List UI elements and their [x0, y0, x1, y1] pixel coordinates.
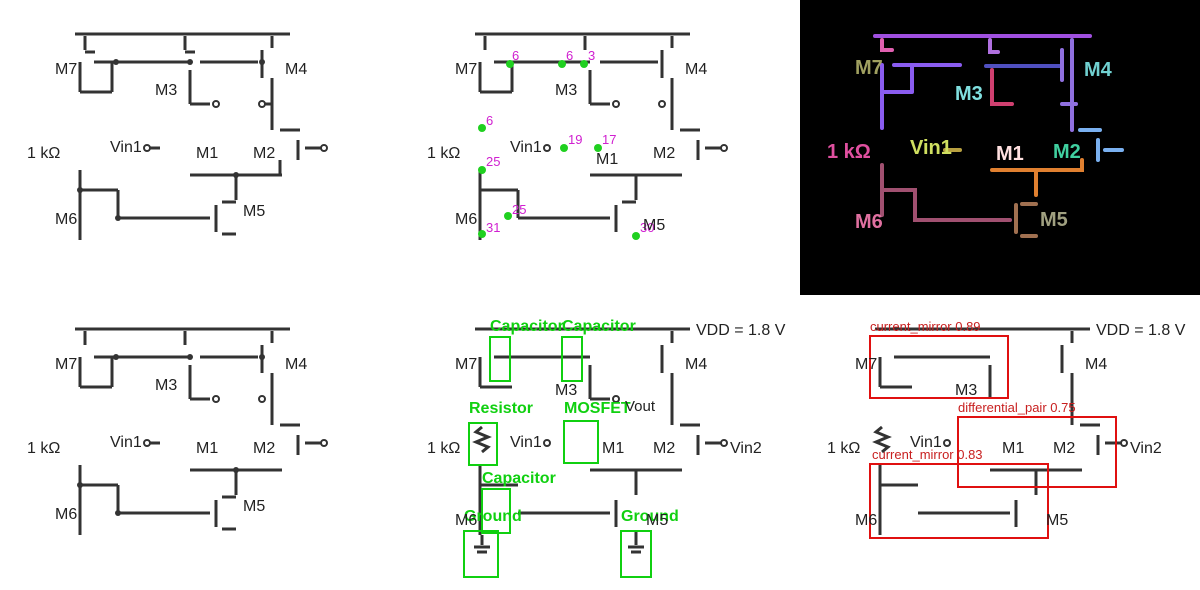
label-vin1: Vin1 [110, 139, 142, 156]
label-m7: M7 [855, 356, 877, 373]
schematic-original-copy: M7 M3 M4 M1 M2 1 kΩ Vin1 M6 M5 [27, 327, 328, 535]
subcircuit-label-differential-pair: differential_pair 0.75 [958, 400, 1076, 415]
label-resistor: 1 kΩ [27, 145, 60, 162]
label-m2: M2 [653, 440, 675, 457]
node-number: 31 [486, 220, 500, 235]
node-number: 17 [602, 132, 616, 147]
detection-label-resistor: Resistor [469, 400, 533, 417]
panel-node-numbering: 6 6 3 6 19 17 25 25 31 30 M7 M3 M4 M1 M2… [400, 0, 800, 295]
mask-label-m6: M6 [855, 211, 883, 233]
label-m3: M3 [555, 82, 577, 99]
label-m5: M5 [243, 203, 265, 220]
label-m4: M4 [285, 61, 307, 78]
node-number: 6 [486, 113, 493, 128]
label-m4: M4 [685, 61, 707, 78]
label-m5: M5 [243, 498, 265, 515]
node-number: 6 [512, 48, 519, 63]
label-m2: M2 [1053, 440, 1075, 457]
label-m3: M3 [155, 82, 177, 99]
panel-original-schematic: M7 M3 M4 M1 M2 1 kΩ Vin1 M6 M5 [0, 0, 400, 295]
label-m2: M2 [653, 145, 675, 162]
label-m3: M3 [555, 382, 577, 399]
label-vdd: VDD = 1.8 V [1096, 322, 1186, 339]
mask-label-m4: M4 [1084, 59, 1113, 81]
panel-segmentation-mask: M7 M3 M4 M1 M2 1 kΩ Vin1 M6 M5 [800, 0, 1200, 295]
label-m6: M6 [455, 211, 477, 228]
label-vin1: Vin1 [510, 434, 542, 451]
detection-label-mosfet: MOSFET [564, 400, 631, 417]
label-m6: M6 [55, 506, 77, 523]
label-vin1: Vin1 [110, 434, 142, 451]
label-vdd: VDD = 1.8 V [696, 322, 786, 339]
label-m2: M2 [253, 145, 275, 162]
node-number: 6 [566, 48, 573, 63]
panel-component-detection: Capacitor Capacitor Resistor MOSFET Capa… [400, 295, 800, 590]
label-m6: M6 [455, 512, 477, 529]
label-m3: M3 [155, 377, 177, 394]
label-m2: M2 [253, 440, 275, 457]
label-resistor: 1 kΩ [427, 145, 460, 162]
detection-label-capacitor: Capacitor [562, 318, 636, 335]
detection-label-ground: Ground [464, 508, 522, 525]
label-m5: M5 [646, 512, 668, 529]
panel-original-schematic-copy: M7 M3 M4 M1 M2 1 kΩ Vin1 M6 M5 [0, 295, 400, 590]
label-m6: M6 [855, 512, 877, 529]
subcircuit-label-current-mirror: current_mirror 0.83 [872, 447, 983, 462]
mask-label-m7: M7 [855, 57, 883, 79]
label-m1: M1 [602, 440, 624, 457]
label-m7: M7 [55, 61, 77, 78]
label-m1: M1 [196, 145, 218, 162]
label-m6: M6 [55, 211, 77, 228]
label-vin2: Vin2 [730, 440, 762, 457]
detection-label-ground: Ground [621, 508, 679, 525]
node-number: 3 [588, 48, 595, 63]
mask-label-m5: M5 [1040, 209, 1068, 231]
mask-label-m2: M2 [1053, 141, 1081, 163]
label-vin1: Vin1 [910, 434, 942, 451]
label-m4: M4 [1085, 356, 1107, 373]
schematic-subcircuits: current_mirror 0.89 differential_pair 0.… [827, 319, 1186, 539]
label-m4: M4 [685, 356, 707, 373]
schematic-original: M7 M3 M4 M1 M2 1 kΩ Vin1 M6 M5 [27, 32, 328, 240]
detection-label-capacitor: Capacitor [482, 470, 556, 487]
label-m5: M5 [643, 217, 665, 234]
node-number: 25 [486, 154, 500, 169]
label-m7: M7 [55, 356, 77, 373]
node-number: 25 [512, 202, 526, 217]
panel-subcircuit-detection: current_mirror 0.89 differential_pair 0.… [800, 295, 1200, 590]
segmentation-mask: M7 M3 M4 M1 M2 1 kΩ Vin1 M6 M5 [827, 34, 1124, 238]
label-vin2: Vin2 [1130, 440, 1162, 457]
label-vin1: Vin1 [510, 139, 542, 156]
subcircuit-label-current-mirror: current_mirror 0.89 [870, 319, 981, 334]
detection-label-capacitor: Capacitor [490, 318, 564, 335]
schematic-detections: Capacitor Capacitor Resistor MOSFET Capa… [427, 318, 786, 578]
label-m1: M1 [1002, 440, 1024, 457]
mask-label-vin1: Vin1 [910, 137, 952, 159]
label-m5: M5 [1046, 512, 1068, 529]
node-number: 19 [568, 132, 582, 147]
mask-label-m1: M1 [996, 143, 1024, 165]
label-resistor: 1 kΩ [827, 440, 860, 457]
label-vout: Vout [625, 398, 656, 415]
label-m7: M7 [455, 356, 477, 373]
label-resistor: 1 kΩ [427, 440, 460, 457]
label-m7: M7 [455, 61, 477, 78]
node-number: 30 [640, 220, 654, 235]
label-m1: M1 [196, 440, 218, 457]
label-m3: M3 [955, 382, 977, 399]
label-resistor: 1 kΩ [27, 440, 60, 457]
mask-label-resistor: 1 kΩ [827, 141, 871, 163]
schematic-nodes: 6 6 3 6 19 17 25 25 31 30 M7 M3 M4 M1 M2… [427, 32, 728, 240]
label-m4: M4 [285, 356, 307, 373]
label-m1: M1 [596, 151, 618, 168]
mask-label-m3: M3 [955, 83, 983, 105]
